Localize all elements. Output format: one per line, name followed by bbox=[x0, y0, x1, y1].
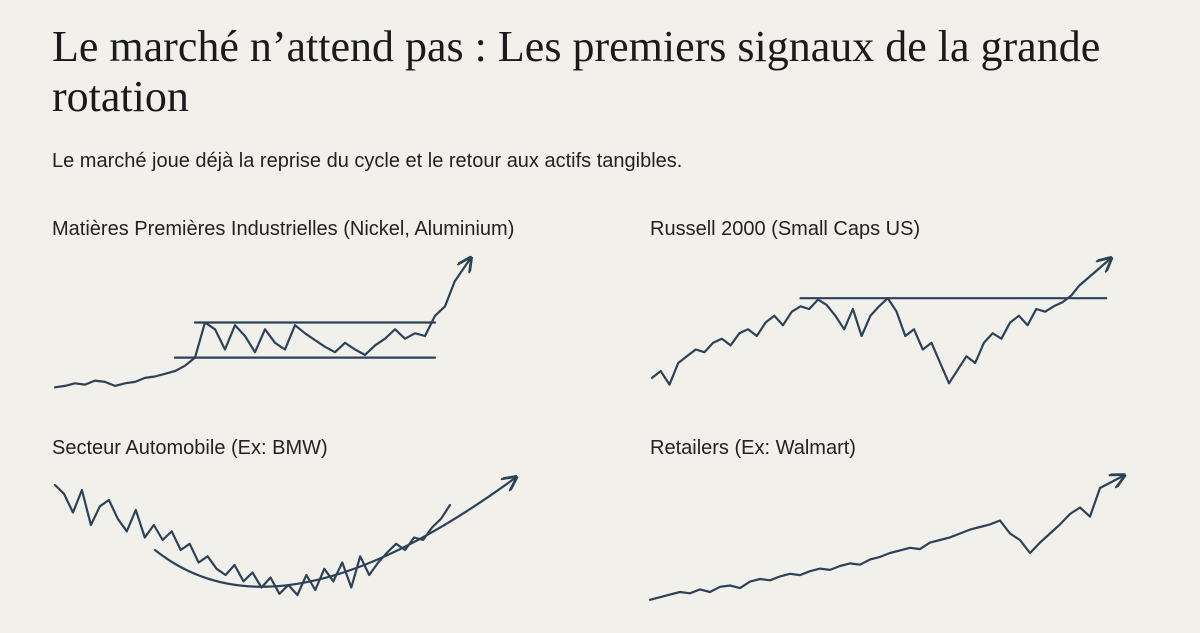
price-line bbox=[53, 279, 457, 389]
chart-title: Retailers (Ex: Walmart) bbox=[650, 437, 856, 459]
chart-title: Secteur Automobile (Ex: BMW) bbox=[52, 437, 328, 459]
trend-arrow bbox=[1078, 259, 1110, 287]
chart-title: Russell 2000 (Small Caps US) bbox=[650, 218, 920, 240]
chart-title: Matières Premières Industrielles (Nickel… bbox=[52, 218, 514, 240]
page-title: Le marché n’attend pas : Les premiers si… bbox=[52, 22, 1101, 121]
trend-arrow bbox=[1098, 476, 1123, 490]
price-line bbox=[650, 283, 1082, 386]
trend-curve bbox=[153, 478, 515, 588]
page-subtitle: Le marché joue déjà la reprise du cycle … bbox=[52, 150, 683, 172]
price-line bbox=[53, 483, 452, 597]
trend-arrow bbox=[453, 259, 470, 283]
price-line bbox=[648, 486, 1102, 601]
